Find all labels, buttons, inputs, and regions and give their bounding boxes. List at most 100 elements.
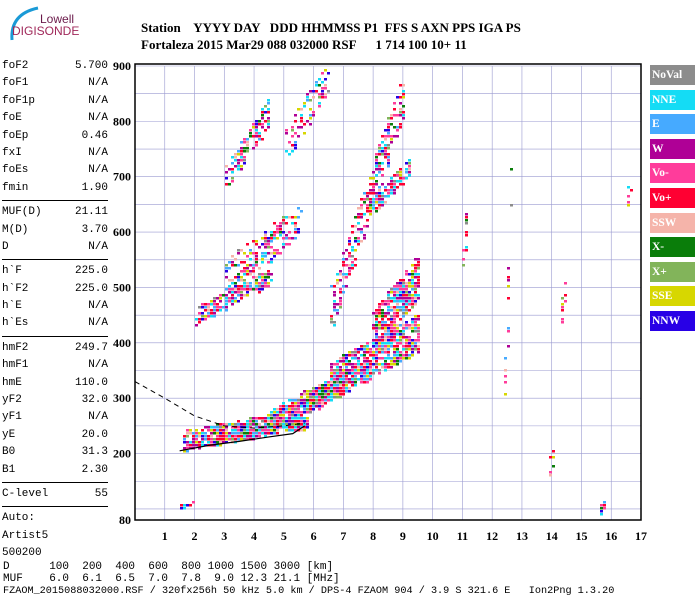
- echo-point: [414, 318, 417, 321]
- echo-point: [255, 423, 258, 426]
- echo-point: [207, 315, 210, 318]
- echo-point: [285, 150, 288, 153]
- echo-point: [408, 357, 411, 360]
- echo-point: [366, 348, 369, 351]
- echo-point: [393, 360, 396, 363]
- echo-point: [396, 294, 399, 297]
- echo-point: [342, 372, 345, 375]
- echo-point: [303, 399, 306, 402]
- echo-point: [339, 270, 342, 273]
- echo-point: [408, 324, 411, 327]
- echo-point: [387, 336, 390, 339]
- echo-point: [399, 84, 402, 87]
- echo-point: [336, 279, 339, 282]
- echo-point: [318, 102, 321, 105]
- echo-point: [342, 390, 345, 393]
- echo-point: [249, 426, 252, 429]
- echo-point: [243, 285, 246, 288]
- echo-point: [231, 177, 234, 180]
- echo-point: [417, 285, 420, 288]
- echo-point: [198, 312, 201, 315]
- echo-point: [366, 381, 369, 384]
- echo-point: [336, 303, 339, 306]
- echo-point: [261, 417, 264, 420]
- echo-point: [504, 369, 507, 372]
- echo-point: [408, 165, 411, 168]
- echo-point: [243, 432, 246, 435]
- echo-point: [342, 276, 345, 279]
- echo-point: [243, 261, 246, 264]
- header-labels: Station YYYY DAY DDD HHMMSS P1 FFS S AXN…: [141, 20, 521, 35]
- param-value: N/A: [88, 94, 108, 107]
- echo-point: [504, 357, 507, 360]
- echo-point: [297, 207, 300, 210]
- echo-point: [267, 285, 270, 288]
- echo-point: [219, 294, 222, 297]
- echo-point: [357, 222, 360, 225]
- echo-point: [180, 504, 183, 507]
- echo-point: [378, 324, 381, 327]
- echo-point: [348, 387, 351, 390]
- echo-point: [396, 312, 399, 315]
- echo-point: [387, 294, 390, 297]
- echo-point: [201, 438, 204, 441]
- echo-point: [240, 294, 243, 297]
- param-name: M(D): [2, 223, 29, 236]
- echo-point: [219, 444, 222, 447]
- param-value: 225.0: [74, 265, 108, 278]
- echo-point: [408, 285, 411, 288]
- echo-point: [225, 165, 228, 168]
- echo-point: [255, 288, 258, 291]
- echo-point: [465, 219, 468, 222]
- echo-point: [333, 384, 336, 387]
- echo-point: [393, 312, 396, 315]
- echo-point: [276, 411, 279, 414]
- echo-point: [285, 411, 288, 414]
- echo-point: [348, 270, 351, 273]
- echo-point: [408, 171, 411, 174]
- echo-point: [396, 303, 399, 306]
- echo-point: [333, 306, 336, 309]
- echo-point: [321, 387, 324, 390]
- echo-point: [225, 270, 228, 273]
- echo-point: [222, 306, 225, 309]
- echo-point: [297, 216, 300, 219]
- echo-point: [309, 396, 312, 399]
- echo-point: [381, 345, 384, 348]
- param-row: foF1p N/A: [2, 93, 108, 110]
- echo-point: [246, 141, 249, 144]
- echo-point: [372, 372, 375, 375]
- echo-point: [297, 231, 300, 234]
- echo-point: [345, 363, 348, 366]
- echo-point: [387, 147, 390, 150]
- echo-point: [243, 429, 246, 432]
- echo-point: [393, 300, 396, 303]
- echo-point: [390, 186, 393, 189]
- echo-point: [507, 345, 510, 348]
- echo-point: [297, 420, 300, 423]
- echo-point: [333, 390, 336, 393]
- echo-point: [351, 378, 354, 381]
- echo-point: [405, 312, 408, 315]
- echo-point: [315, 402, 318, 405]
- echo-point: [405, 339, 408, 342]
- echo-point: [237, 159, 240, 162]
- echo-point: [333, 309, 336, 312]
- echo-point: [297, 108, 300, 111]
- echo-point: [279, 225, 282, 228]
- echo-point: [375, 174, 378, 177]
- echo-point: [216, 306, 219, 309]
- echo-point: [255, 264, 258, 267]
- echo-point: [387, 132, 390, 135]
- echo-point: [303, 402, 306, 405]
- echo-point: [378, 165, 381, 168]
- echo-point: [309, 123, 312, 126]
- echo-point: [246, 294, 249, 297]
- echo-point: [213, 438, 216, 441]
- param-name: hmF1: [2, 359, 29, 372]
- echo-point: [300, 405, 303, 408]
- echo-point: [195, 318, 198, 321]
- echo-point: [309, 411, 312, 414]
- echo-point: [195, 435, 198, 438]
- echo-point: [333, 369, 336, 372]
